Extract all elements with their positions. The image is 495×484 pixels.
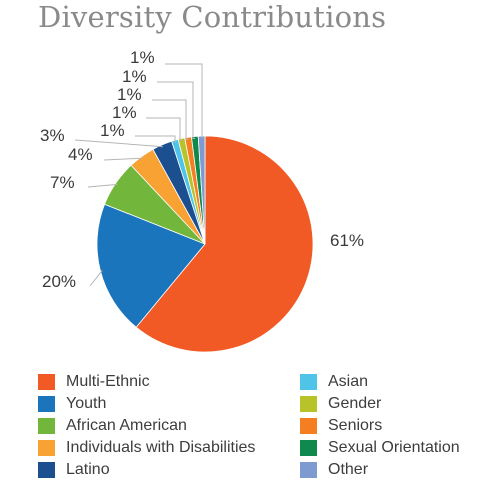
legend-label: Individuals with Disabilities — [66, 439, 256, 456]
legend-swatch — [300, 396, 317, 412]
legend-label: Asian — [328, 373, 369, 390]
leader-line-other — [165, 63, 203, 139]
legend-item-seniors: Seniors — [300, 417, 382, 435]
data-label-multi-ethnic: 61% — [330, 231, 364, 250]
legend-swatch — [38, 396, 55, 412]
pie-slice-youth — [96, 203, 206, 328]
legend-label: Gender — [328, 395, 382, 412]
data-label-asian: 1% — [100, 121, 125, 140]
leader-line-individuals-with-disabilities — [103, 157, 143, 161]
legend-swatch — [38, 462, 55, 478]
legend-item-asian: Asian — [300, 373, 368, 391]
chart-title: Diversity Contributions — [38, 0, 387, 34]
legend-swatch — [38, 440, 55, 456]
data-label-seniors: 1% — [117, 85, 142, 104]
legend-item-other: Other — [300, 461, 368, 479]
legend-item-multi-ethnic: Multi-Ethnic — [38, 373, 150, 391]
legend-label: African American — [66, 417, 187, 434]
leader-line-gender — [146, 117, 182, 142]
leader-line-african-american — [87, 183, 118, 188]
legend-label: Other — [328, 461, 369, 478]
pie-chart: 61%20%7%4%3% 1%1%1%1%1% — [40, 48, 364, 353]
leader-line-youth — [89, 270, 103, 287]
data-label-individuals-with-disabilities: 4% — [68, 145, 93, 164]
legend-label: Latino — [66, 461, 110, 478]
legend-label: Multi-Ethnic — [66, 373, 150, 390]
data-label-gender: 1% — [112, 103, 137, 122]
legend-swatch — [300, 418, 317, 434]
legend-item-african-american: African American — [38, 417, 187, 435]
legend-label: Sexual Orientation — [328, 439, 460, 456]
legend-swatch — [300, 374, 317, 390]
data-label-sexual-orientation: 1% — [122, 67, 147, 86]
leader-line-seniors — [152, 99, 189, 140]
legend-item-individuals-with-disabilities: Individuals with Disabilities — [38, 439, 255, 457]
data-label-african-american: 7% — [50, 173, 75, 192]
leader-line-asian — [135, 135, 176, 143]
pie-slice-multi-ethnic — [135, 135, 314, 353]
legend-label: Youth — [66, 395, 107, 412]
data-label-youth: 20% — [42, 272, 76, 291]
legend-swatch — [300, 440, 317, 456]
legend-item-latino: Latino — [38, 461, 110, 479]
legend-label: Seniors — [328, 417, 383, 434]
legend-item-sexual-orientation: Sexual Orientation — [300, 439, 460, 457]
legend-item-youth: Youth — [38, 395, 106, 413]
legend-swatch — [38, 418, 55, 434]
leader-line-sexual-orientation — [157, 81, 195, 139]
data-label-latino: 3% — [40, 126, 65, 145]
legend-swatch — [38, 374, 55, 390]
data-label-other: 1% — [130, 48, 155, 67]
legend-item-gender: Gender — [300, 395, 381, 413]
leader-line-latino — [74, 139, 163, 148]
legend-swatch — [300, 462, 317, 478]
